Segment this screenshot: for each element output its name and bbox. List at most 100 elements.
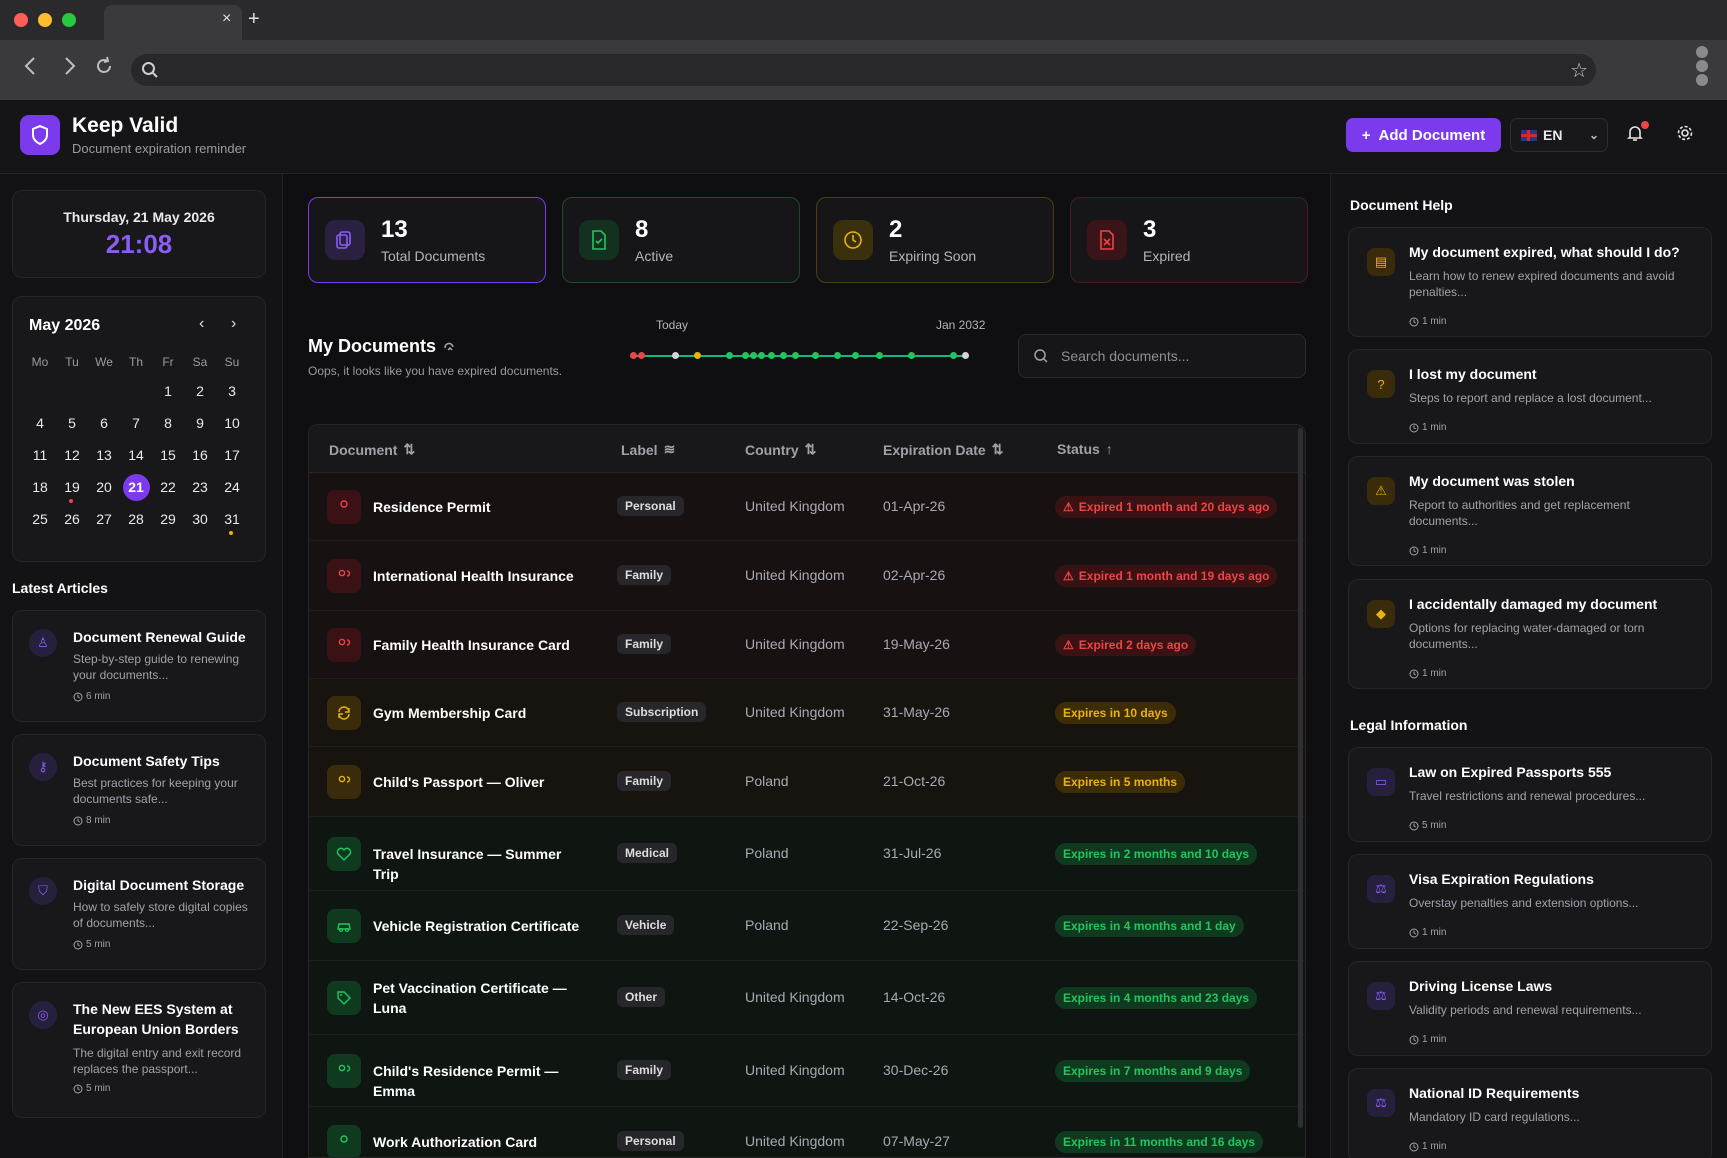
- table-row[interactable]: Vehicle Registration Certificate Vehicle P…: [309, 891, 1305, 961]
- bookmark-star-icon[interactable]: ☆: [1570, 60, 1588, 82]
- calendar-day[interactable]: 30: [184, 506, 216, 533]
- close-window-button[interactable]: [14, 13, 28, 27]
- article-card[interactable]: ♙ Document Renewal Guide Step-by-step guid…: [12, 610, 266, 722]
- document-name[interactable]: International Health Insurance: [373, 568, 574, 584]
- calendar-day[interactable]: 25: [24, 506, 56, 533]
- document-name[interactable]: Vehicle Registration Certificate: [373, 918, 580, 934]
- timeline-marker[interactable]: [812, 352, 819, 359]
- calendar-day[interactable]: 6: [88, 410, 120, 437]
- stat-card[interactable]: 8 Active: [562, 197, 800, 283]
- calendar-day[interactable]: 12: [56, 442, 88, 469]
- column-expiration-date[interactable]: Expiration Date ⇅: [883, 441, 1003, 458]
- calendar-day[interactable]: 5: [56, 410, 88, 437]
- address-bar[interactable]: ☆: [131, 54, 1596, 86]
- timeline-marker[interactable]: [742, 352, 749, 359]
- article-card[interactable]: ◎ The New EES System at European Union Bo…: [12, 982, 266, 1118]
- document-name[interactable]: Pet Vaccination Certificate — Luna: [373, 980, 567, 1016]
- calendar-day[interactable]: 1: [152, 378, 184, 405]
- help-card[interactable]: ⚠ My document was stolen Report to authori…: [1348, 456, 1712, 566]
- timeline-marker[interactable]: [876, 352, 883, 359]
- add-document-button[interactable]: + Add Document: [1346, 118, 1501, 152]
- timeline-marker[interactable]: [672, 352, 679, 359]
- language-select[interactable]: EN ⌄: [1510, 118, 1608, 152]
- article-card[interactable]: ⛉ Digital Document Storage How to safely s…: [12, 858, 266, 970]
- table-row[interactable]: Pet Vaccination Certificate — Luna Other U…: [309, 961, 1305, 1035]
- calendar-day[interactable]: 20: [88, 474, 120, 501]
- legal-card[interactable]: ⚖ National ID Requirements Mandatory ID ca…: [1348, 1068, 1712, 1158]
- calendar-day[interactable]: 23: [184, 474, 216, 501]
- calendar-day[interactable]: 8: [152, 410, 184, 437]
- calendar-day[interactable]: 11: [24, 442, 56, 469]
- calendar-day[interactable]: 28: [120, 506, 152, 533]
- legal-card[interactable]: ⚖ Driving License Laws Validity periods an…: [1348, 961, 1712, 1056]
- timeline-marker[interactable]: [758, 352, 765, 359]
- column-label[interactable]: Label ≋: [621, 441, 675, 458]
- calendar-day[interactable]: 10: [216, 410, 248, 437]
- calendar-day[interactable]: 29: [152, 506, 184, 533]
- calendar-day[interactable]: 21: [122, 474, 150, 501]
- column-status[interactable]: Status ↑: [1057, 441, 1113, 457]
- calendar-day[interactable]: 27: [88, 506, 120, 533]
- table-row[interactable]: Gym Membership Card Subscription United Ki…: [309, 679, 1305, 747]
- calendar-day[interactable]: 19: [56, 474, 88, 503]
- calendar-day[interactable]: 7: [120, 410, 152, 437]
- browser-menu-icon[interactable]: [1696, 46, 1710, 90]
- calendar-day[interactable]: 15: [152, 442, 184, 469]
- document-name[interactable]: Gym Membership Card: [373, 705, 527, 721]
- calendar-day[interactable]: 24: [216, 474, 248, 501]
- calendar-day[interactable]: 4: [24, 410, 56, 437]
- calendar-day[interactable]: 22: [152, 474, 184, 501]
- table-row[interactable]: International Health Insurance Family Unit…: [309, 541, 1305, 611]
- table-row[interactable]: Work Authorization Card Personal United Ki…: [309, 1107, 1305, 1157]
- calendar-day[interactable]: 31: [216, 506, 248, 535]
- timeline-marker[interactable]: [768, 352, 775, 359]
- timeline-marker[interactable]: [750, 352, 757, 359]
- timeline-marker[interactable]: [962, 352, 969, 359]
- calendar-day[interactable]: 17: [216, 442, 248, 469]
- settings-gear-icon[interactable]: [1676, 124, 1694, 147]
- calendar-day[interactable]: 14: [120, 442, 152, 469]
- document-name[interactable]: Residence Permit: [373, 499, 491, 515]
- browser-tab[interactable]: [104, 5, 242, 40]
- stat-card[interactable]: 13 Total Documents: [308, 197, 546, 283]
- sync-icon[interactable]: [441, 338, 457, 352]
- table-row[interactable]: Child's Residence Permit — Emma Family Uni…: [309, 1035, 1305, 1107]
- help-card[interactable]: ? I lost my document Steps to report and r…: [1348, 349, 1712, 444]
- timeline-marker[interactable]: [852, 352, 859, 359]
- article-card[interactable]: ⚷ Document Safety Tips Best practices for …: [12, 734, 266, 846]
- calendar-day[interactable]: 9: [184, 410, 216, 437]
- calendar-prev-icon[interactable]: ‹: [199, 315, 205, 332]
- help-card[interactable]: ▤ My document expired, what should I do? L…: [1348, 227, 1712, 337]
- table-row[interactable]: Child's Passport — Oliver Family Poland 21-…: [309, 747, 1305, 817]
- calendar-next-icon[interactable]: ›: [231, 315, 237, 332]
- calendar-day[interactable]: 13: [88, 442, 120, 469]
- table-row[interactable]: Travel Insurance — Summer Trip Medical Pol…: [309, 817, 1305, 891]
- maximize-window-button[interactable]: [62, 13, 76, 27]
- calendar-day[interactable]: 3: [216, 378, 248, 405]
- document-name[interactable]: Child's Residence Permit — Emma: [373, 1063, 559, 1099]
- minimize-window-button[interactable]: [38, 13, 52, 27]
- back-icon[interactable]: [22, 56, 38, 82]
- document-name[interactable]: Work Authorization Card: [373, 1134, 538, 1150]
- document-name[interactable]: Child's Passport — Oliver: [373, 774, 545, 790]
- timeline-marker[interactable]: [950, 352, 957, 359]
- timeline-marker[interactable]: [834, 352, 841, 359]
- table-scrollbar[interactable]: [1298, 428, 1303, 1128]
- search-documents-input[interactable]: Search documents...: [1018, 334, 1306, 378]
- stat-card[interactable]: 3 Expired: [1070, 197, 1308, 283]
- table-row[interactable]: Residence Permit Personal United Kingdom 01…: [309, 473, 1305, 541]
- calendar-day[interactable]: 26: [56, 506, 88, 533]
- timeline-marker[interactable]: [780, 352, 787, 359]
- help-card[interactable]: ◆ I accidentally damaged my document Optio…: [1348, 579, 1712, 689]
- legal-card[interactable]: ⚖ Visa Expiration Regulations Overstay pen…: [1348, 854, 1712, 949]
- timeline-marker[interactable]: [726, 352, 733, 359]
- stat-card[interactable]: 2 Expiring Soon: [816, 197, 1054, 283]
- calendar-day[interactable]: 16: [184, 442, 216, 469]
- column-document[interactable]: Document ⇅: [329, 441, 415, 458]
- notification-bell-icon[interactable]: [1627, 124, 1643, 147]
- new-tab-icon[interactable]: +: [248, 8, 260, 30]
- timeline-marker[interactable]: [908, 352, 915, 359]
- legal-card[interactable]: ▭ Law on Expired Passports 555 Travel rest…: [1348, 747, 1712, 842]
- document-name[interactable]: Family Health Insurance Card: [373, 637, 570, 653]
- reload-icon[interactable]: [94, 56, 114, 82]
